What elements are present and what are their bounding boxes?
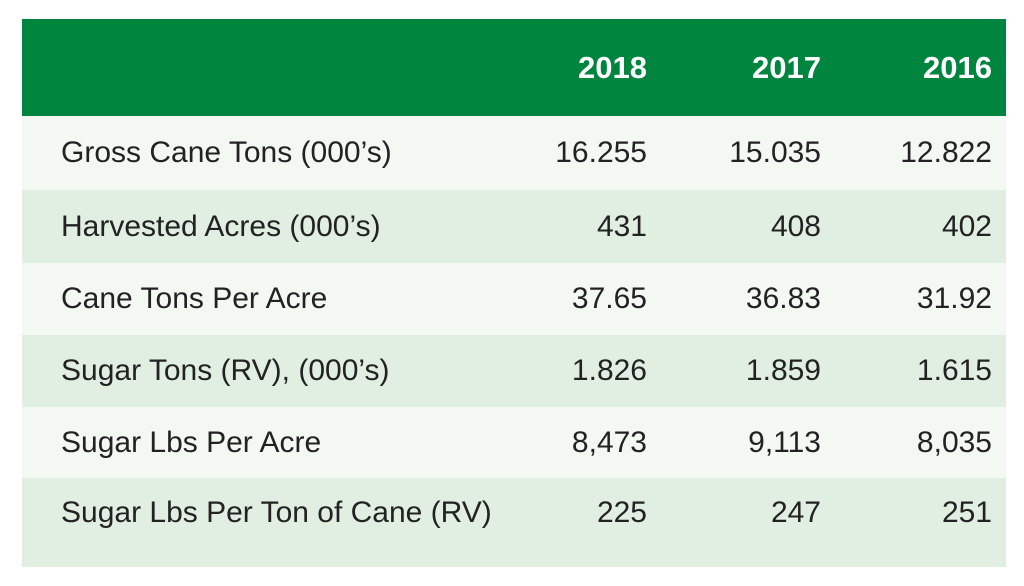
table-cell: 225 (596, 496, 647, 529)
table-row: Sugar Lbs Per Acre 8,473 9,113 8,035 (22, 407, 1006, 478)
table-cell: 1.859 (745, 354, 821, 387)
table-cell: 37.65 (571, 282, 647, 315)
table-cell: 31.92 (916, 282, 992, 315)
table-cell: 15.035 (729, 136, 821, 169)
header-cell-2017: 2017 (752, 49, 821, 85)
table-cell: 1.615 (916, 354, 992, 387)
header-cell-2018: 2018 (578, 49, 647, 85)
data-table: 2018 2017 2016 Gross Cane Tons (000’s) 1… (22, 19, 1006, 567)
table-cell: 408 (770, 209, 821, 243)
table-cell: 16.255 (555, 136, 647, 169)
row-label: Cane Tons Per Acre (61, 282, 328, 315)
table-cell: 402 (941, 209, 992, 243)
row-label: Harvested Acres (000’s) (61, 209, 381, 243)
table-row: Sugar Lbs Per Ton of Cane (RV) 225 247 2… (22, 478, 1006, 567)
row-label: Sugar Tons (RV), (000’s) (61, 354, 390, 387)
row-label: Sugar Lbs Per Acre (61, 425, 322, 459)
table-row: Cane Tons Per Acre 37.65 36.83 31.92 (22, 263, 1006, 335)
table-row: Harvested Acres (000’s) 431 408 402 (22, 190, 1006, 263)
table-cell: 12.822 (900, 136, 992, 169)
table-header-row: 2018 2017 2016 (22, 19, 1006, 116)
table-row: Gross Cane Tons (000’s) 16.255 15.035 12… (22, 116, 1006, 190)
table-cell: 431 (596, 209, 647, 243)
table-cell: 8,473 (571, 425, 647, 459)
table-cell: 8,035 (916, 425, 992, 459)
row-label: Gross Cane Tons (000’s) (61, 136, 392, 169)
table-cell: 36.83 (745, 282, 821, 315)
table-cell: 247 (770, 496, 821, 529)
table-cell: 1.826 (571, 354, 647, 387)
row-label: Sugar Lbs Per Ton of Cane (RV) (61, 496, 492, 529)
table-cell: 9,113 (748, 425, 821, 459)
header-cell-2016: 2016 (923, 49, 992, 85)
table-row: Sugar Tons (RV), (000’s) 1.826 1.859 1.6… (22, 335, 1006, 407)
table-cell: 251 (941, 496, 992, 529)
